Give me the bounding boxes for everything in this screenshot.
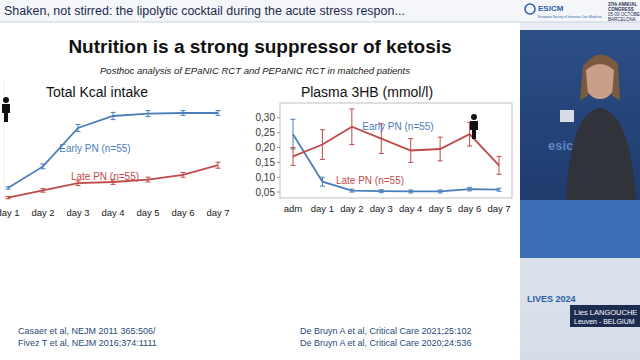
y-tick-label: 0,15	[256, 157, 276, 168]
error-bar	[216, 111, 221, 116]
x-tick-label: day 6	[458, 203, 481, 214]
person-head	[471, 114, 477, 120]
chart-title: Total Kcal intake	[46, 84, 148, 100]
speaker-body	[566, 108, 636, 200]
error-bar	[76, 124, 81, 131]
speaker-place: Leuven - BELGIUM	[574, 318, 635, 325]
y-tick-label: 0,20	[256, 142, 276, 153]
name-plate	[570, 305, 640, 327]
series-label: Late PN (n=55)	[336, 175, 404, 186]
x-tick-label: day 5	[429, 203, 452, 214]
plot-area	[6, 111, 221, 199]
error-bar	[216, 162, 221, 168]
y-tick-label: 0,25	[256, 127, 276, 138]
error-bar	[146, 111, 151, 117]
series-line	[8, 165, 218, 197]
lectern	[520, 200, 640, 258]
chart-title: Plasma 3HB (mmol/l)	[301, 84, 433, 100]
series-line	[8, 113, 218, 188]
y-tick-label: 0,05	[256, 187, 276, 198]
error-bar	[349, 109, 354, 145]
speaker-hair	[580, 54, 620, 100]
person-icon	[470, 114, 478, 139]
error-bar	[181, 172, 186, 177]
person-body	[470, 121, 478, 139]
error-bar	[41, 164, 46, 169]
error-bar	[379, 190, 384, 193]
error-bar	[181, 111, 186, 116]
x-tick-label: day 7	[487, 203, 510, 214]
error-bar	[291, 119, 296, 149]
error-bar	[408, 139, 413, 163]
logo-icon	[525, 4, 535, 14]
error-bar	[6, 196, 11, 198]
y-tick-label: 0,30	[256, 112, 276, 123]
header-title: Shaken, not stirred: the lipolytic cockt…	[4, 4, 405, 18]
axes	[277, 103, 512, 198]
error-bar	[41, 189, 46, 193]
header-bar	[0, 0, 640, 22]
slide-title: Nutrition is a strong suppressor of keto…	[68, 36, 451, 57]
logo-subtext: European Society of Intensive Care Medic…	[538, 15, 602, 19]
reference: Casaer et al, NEJM 2011 365:506/	[18, 326, 156, 336]
error-bar	[408, 190, 413, 193]
x-tick-label: day 4	[399, 203, 422, 214]
y-tick-label: 0,10	[256, 172, 276, 183]
person-icon	[2, 97, 10, 122]
x-tick-label: day 7	[206, 207, 229, 218]
error-bar	[467, 187, 472, 191]
error-bar	[497, 188, 502, 191]
series-label: Early PN (n=55)	[362, 121, 433, 132]
error-bar	[320, 177, 325, 186]
y-tick	[277, 147, 280, 148]
y-tick	[277, 162, 280, 163]
speaker-name: Lies LANGOUCHE	[574, 308, 637, 317]
person-body	[2, 104, 10, 122]
x-tick-label: adm	[284, 203, 303, 214]
series-label: Early PN (n=55)	[59, 143, 130, 154]
microphone	[560, 110, 574, 122]
x-tick-label: day 4	[101, 207, 124, 218]
error-bar	[320, 130, 325, 160]
background	[0, 0, 640, 360]
error-bar	[497, 156, 502, 174]
reference: De Bruyn A et al, Critical Care 2020;24:…	[300, 338, 472, 348]
slide-canvas: Shaken, not stirred: the lipolytic cockt…	[0, 0, 640, 360]
y-tick	[277, 117, 280, 118]
x-tick-label: day 2	[340, 203, 363, 214]
error-bar	[349, 189, 354, 192]
x-tick-label: day 6	[171, 207, 194, 218]
x-tick-label: day 3	[66, 207, 89, 218]
header-rule	[0, 22, 640, 23]
lives-logo: LIVES 2024	[527, 294, 576, 304]
error-bar	[111, 112, 116, 119]
plot-frame	[280, 103, 512, 198]
series-label: Late PN (n=55)	[71, 171, 139, 182]
slide-subtitle: Posthoc analysis of EPaNIC RCT and PEPaN…	[100, 65, 410, 76]
x-tick-label: day 5	[136, 207, 159, 218]
error-bar	[146, 177, 151, 182]
x-tick-label: day 1	[0, 207, 20, 218]
side-panel	[520, 22, 640, 360]
y-tick	[277, 132, 280, 133]
reference: Fivez T et al, NEJM 2016;374:1111	[18, 338, 157, 348]
y-tick	[277, 192, 280, 193]
error-bar	[291, 148, 296, 166]
x-tick-label: day 2	[31, 207, 54, 218]
x-tick-label: day 3	[370, 203, 393, 214]
error-bar	[6, 187, 11, 189]
y-tick	[277, 177, 280, 178]
error-bar	[438, 190, 443, 193]
error-bar	[438, 137, 443, 161]
congress-text: BARCELONA	[608, 17, 636, 22]
person-head	[3, 97, 9, 103]
x-tick-label: day 1	[311, 203, 334, 214]
plot-area	[291, 109, 502, 193]
logo-text: ESICM	[538, 4, 564, 13]
reference: De Bruyn A et al, Critical Care 2021;25:…	[300, 326, 472, 336]
speaker-video	[520, 30, 640, 258]
